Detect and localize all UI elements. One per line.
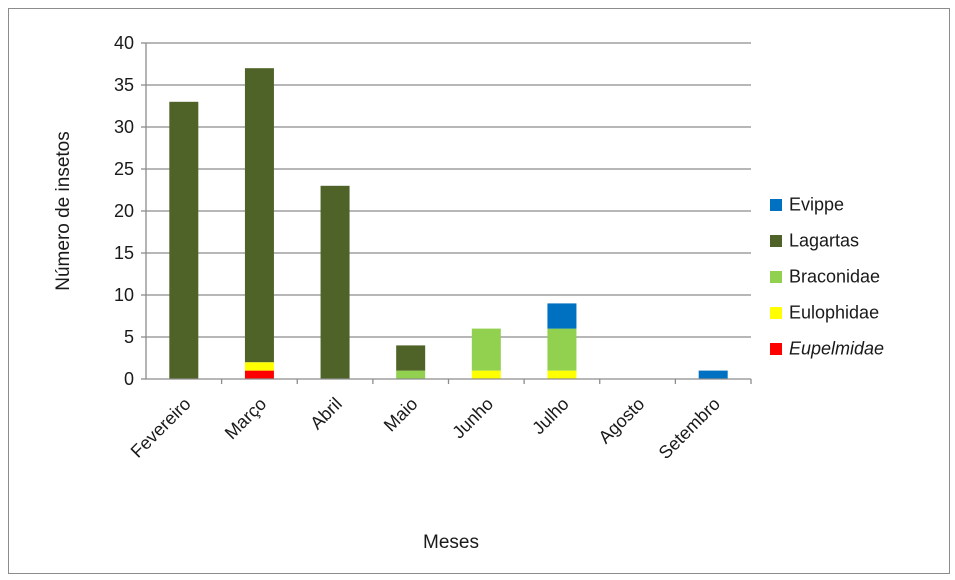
bar-segment-lagartas — [169, 101, 199, 380]
y-tick-label: 30 — [114, 117, 134, 137]
legend-swatch-eulophidae — [770, 307, 782, 319]
legend-label-evippe: Evippe — [789, 195, 844, 215]
axes: 0 5 10 15 20 25 30 35 40 Fevereiro Março Abril Maio J… — [114, 33, 752, 463]
x-tick-label: Junho — [448, 394, 497, 443]
y-tick-label: 20 — [114, 201, 134, 221]
bar-segment-lagartas — [244, 68, 274, 363]
chart-frame — [8, 8, 950, 574]
y-tick-label: 0 — [124, 369, 134, 389]
legend-label-eulophidae: Eulophidae — [789, 303, 879, 323]
x-tick-label: Março — [221, 394, 271, 444]
y-tick-label: 10 — [114, 285, 134, 305]
bar-segment-braconidae — [396, 370, 426, 379]
legend-label-eupelmidae: Eupelmidae — [789, 339, 884, 359]
bar-segment-eupelmidae — [244, 370, 274, 379]
y-tick-label: 25 — [114, 159, 134, 179]
x-tick-label: Fevereiro — [127, 394, 195, 462]
bars — [169, 68, 728, 380]
y-tick-label: 15 — [114, 243, 134, 263]
legend: Evippe Lagartas Braconidae Eulophidae Eupelm… — [770, 195, 884, 359]
x-tick-label: Agosto — [595, 394, 649, 448]
bar-segment-lagartas — [396, 345, 426, 371]
bar-segment-evippe — [698, 370, 728, 379]
legend-swatch-lagartas — [770, 235, 782, 247]
bar-segment-braconidae — [547, 328, 577, 371]
x-tick-label: Maio — [380, 394, 422, 436]
x-tick-label: Setembro — [655, 394, 724, 463]
x-tick-label: Julho — [528, 394, 573, 439]
bar-segment-braconidae — [471, 328, 501, 371]
legend-swatch-braconidae — [770, 271, 782, 283]
x-tick-label: Abril — [306, 394, 346, 434]
legend-label-braconidae: Braconidae — [789, 267, 880, 287]
bar-segment-eulophidae — [547, 370, 577, 379]
bar-segment-eulophidae — [471, 370, 501, 379]
bar-segment-eulophidae — [244, 362, 274, 371]
bar-segment-lagartas — [320, 185, 350, 379]
gridlines — [146, 42, 751, 338]
y-tick-label: 40 — [114, 33, 134, 53]
y-axis-title: Número de insetos — [53, 131, 74, 290]
legend-swatch-eupelmidae — [770, 343, 782, 355]
bar-segment-evippe — [547, 303, 577, 329]
legend-swatch-evippe — [770, 199, 782, 211]
y-tick-label: 35 — [114, 75, 134, 95]
x-axis-title: Meses — [423, 532, 479, 553]
y-tick-label: 5 — [124, 327, 134, 347]
legend-label-lagartas: Lagartas — [789, 231, 859, 251]
